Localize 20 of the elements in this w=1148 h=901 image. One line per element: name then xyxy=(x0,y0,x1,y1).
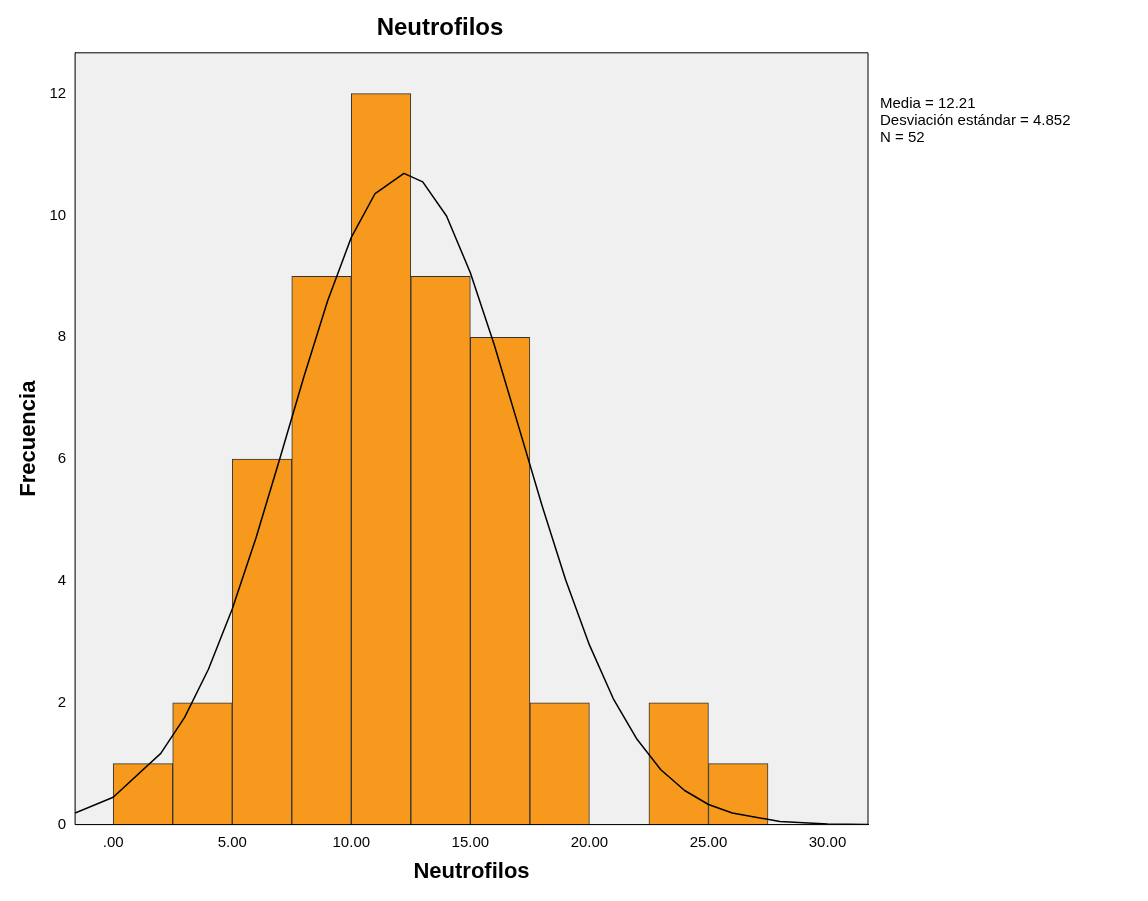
x-tick-label: .00 xyxy=(102,832,124,850)
x-tick-label: 20.00 xyxy=(570,832,609,850)
x-tick-label: 10.00 xyxy=(332,832,371,850)
x-tick-label: 15.00 xyxy=(451,832,490,850)
text: N = 52 xyxy=(880,128,925,146)
y-tick-label: 10 xyxy=(49,205,67,223)
x-tick-label: 30.00 xyxy=(808,832,847,850)
text: Media = 12.21 xyxy=(880,94,976,112)
y-tick-label: 0 xyxy=(57,814,67,832)
y-axis-title: Frecuencia xyxy=(15,379,41,497)
chart-title: Neutrofilos xyxy=(376,13,504,41)
y-tick-label: 6 xyxy=(57,449,67,467)
y-tick-label: 8 xyxy=(57,327,67,345)
y-tick-label: 2 xyxy=(57,692,67,710)
y-tick-label: 4 xyxy=(57,571,67,589)
x-tick-label: 5.00 xyxy=(217,832,247,850)
text: Desviación estándar = 4.852 xyxy=(880,111,1071,129)
x-axis-title: Neutrofilos xyxy=(413,857,530,883)
x-tick-label: 25.00 xyxy=(689,832,728,850)
y-tick-label: 12 xyxy=(49,83,67,101)
